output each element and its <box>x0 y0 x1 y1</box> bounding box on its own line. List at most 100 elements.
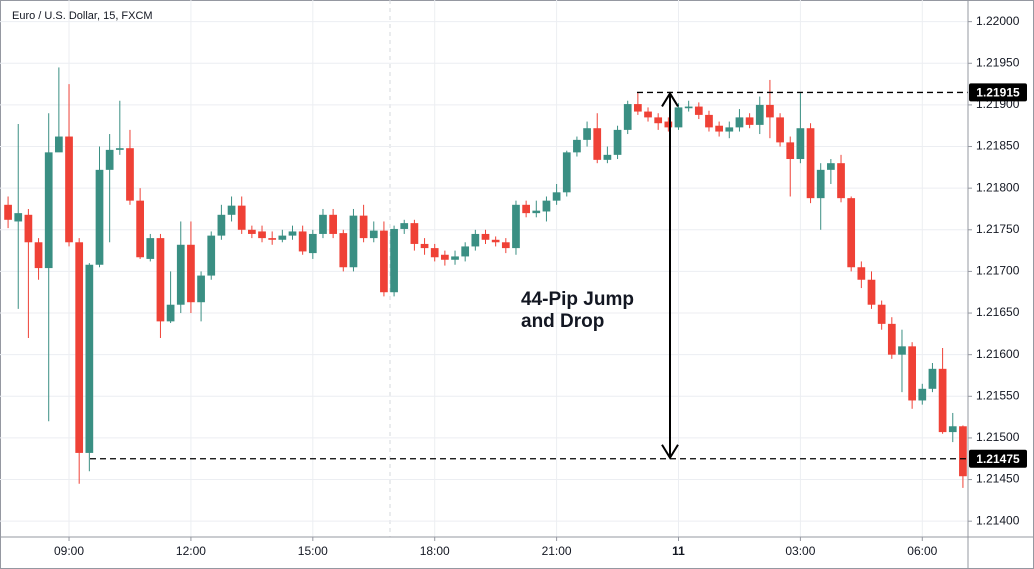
candle-body <box>481 233 490 240</box>
candle-body <box>390 228 398 293</box>
y-tick-label: 1.21800 <box>976 180 1020 194</box>
x-tick-label: 11 <box>672 544 685 558</box>
candle-body <box>908 346 916 401</box>
level-label: 1.21915 <box>976 86 1020 100</box>
candle-body <box>827 163 835 170</box>
candle-body <box>258 231 266 239</box>
candle-body <box>522 204 530 214</box>
y-tick-label: 1.21500 <box>976 430 1020 444</box>
candle-body <box>237 205 246 230</box>
candle-body <box>430 248 439 258</box>
y-tick-label: 1.21450 <box>976 472 1020 486</box>
candle-body <box>623 104 632 130</box>
candle-body <box>268 238 277 240</box>
candle-body <box>948 426 957 433</box>
candle-body <box>349 215 358 268</box>
candle-body <box>918 388 927 401</box>
candle-body <box>755 104 764 125</box>
candle-body <box>369 230 378 239</box>
candle-body <box>552 192 561 201</box>
candle-body <box>410 223 419 244</box>
candle-body <box>857 267 866 280</box>
candle-body <box>745 117 754 125</box>
candle-body <box>166 304 175 322</box>
y-tick-label: 1.21400 <box>976 513 1020 527</box>
candle-body <box>95 169 104 265</box>
arrow-head <box>661 444 679 460</box>
candle-body <box>380 230 388 293</box>
candle-body <box>420 243 429 249</box>
candle-body <box>187 244 195 303</box>
candle-body <box>928 368 937 389</box>
candle-body <box>694 106 703 115</box>
candle-body <box>126 148 134 201</box>
candle-body <box>867 279 876 305</box>
candle-body <box>603 154 612 160</box>
candle-body <box>491 239 500 243</box>
candle-body <box>898 346 906 355</box>
candle-body <box>75 242 84 453</box>
candle-body <box>288 231 297 236</box>
candle-body <box>532 210 541 214</box>
candle-body <box>654 117 663 124</box>
candle-body <box>725 127 734 132</box>
candle-body <box>562 152 571 193</box>
candle-body <box>613 129 622 155</box>
candle-body <box>806 128 815 199</box>
x-tick-label: 21:00 <box>542 544 572 558</box>
candle-body <box>674 107 683 128</box>
x-tick-label: 09:00 <box>54 544 84 558</box>
candle-body <box>65 136 73 243</box>
candles <box>4 67 967 488</box>
candle-body <box>684 106 693 109</box>
candle-body <box>248 229 256 234</box>
candle-body <box>583 128 591 140</box>
x-tick-label: 12:00 <box>176 544 206 558</box>
annotation: 44-Pip Jump <box>521 289 634 310</box>
candle-body <box>441 254 449 260</box>
candle-body <box>735 117 744 128</box>
y-tick-label: 1.21950 <box>976 55 1020 69</box>
candle-body <box>461 246 470 257</box>
candle-body <box>156 238 165 322</box>
candle-body <box>359 215 368 239</box>
candle-body <box>887 323 896 355</box>
candle-body <box>197 275 205 303</box>
level-label: 1.21475 <box>976 452 1020 466</box>
y-tick-label: 1.21650 <box>976 305 1020 319</box>
candle-body <box>400 223 409 229</box>
candle-body <box>207 235 216 276</box>
y-tick-label: 1.22000 <box>976 14 1020 28</box>
x-tick-label: 18:00 <box>420 544 450 558</box>
candle-body <box>339 233 348 268</box>
candle-body <box>146 238 155 259</box>
candle-body <box>796 128 805 160</box>
candle-body <box>837 163 845 199</box>
candle-body <box>308 233 317 254</box>
candle-body <box>451 256 459 260</box>
y-tick-label: 1.21550 <box>976 388 1020 402</box>
candle-body <box>959 426 967 477</box>
candle-body <box>319 214 327 234</box>
chart-title: Euro / U.S. Dollar, 15, FXCM <box>12 10 153 22</box>
candle-body <box>217 214 226 236</box>
x-tick-label: 06:00 <box>907 544 937 558</box>
candle-body <box>44 152 53 269</box>
candle-body <box>55 136 63 153</box>
candle-body <box>278 235 287 240</box>
candle-body <box>298 231 307 252</box>
candle-body <box>85 264 94 453</box>
candle-body <box>105 149 114 170</box>
level-label-box <box>969 449 1027 468</box>
arrow-head <box>661 91 679 107</box>
candle-body <box>847 198 856 268</box>
candle-body <box>705 114 713 128</box>
candle-body <box>766 104 774 118</box>
x-tick-label: 03:00 <box>785 544 815 558</box>
candle-body <box>227 205 236 215</box>
candle-body <box>776 117 784 143</box>
y-tick-label: 1.21600 <box>976 347 1020 361</box>
candle-body <box>14 213 23 222</box>
candle-body <box>877 304 886 324</box>
